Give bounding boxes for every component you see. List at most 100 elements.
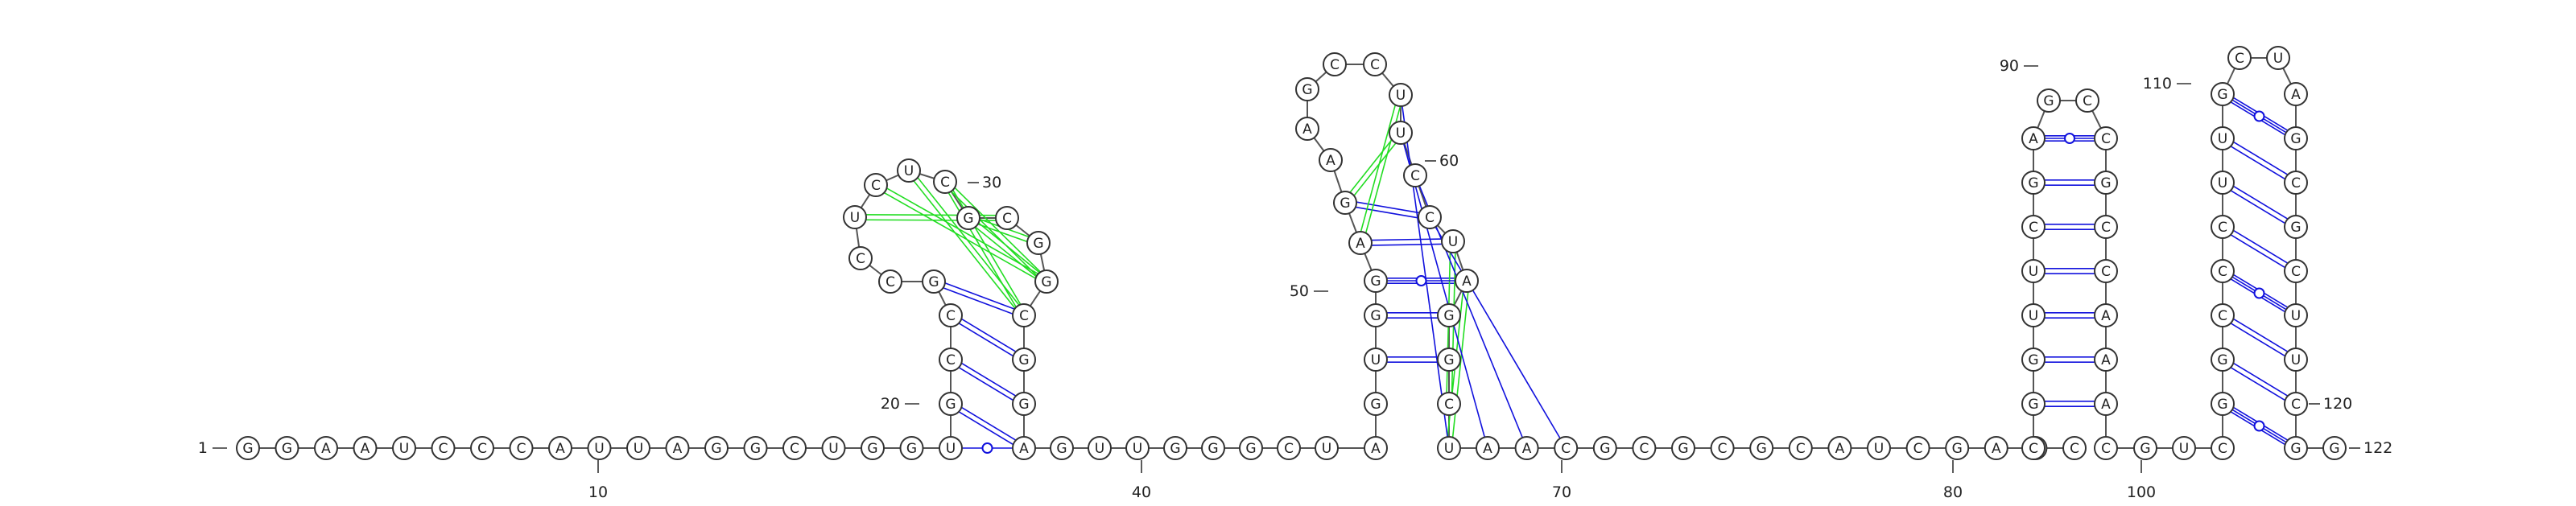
nucleotide: C (2284, 171, 2308, 195)
nucleotide: G (2094, 171, 2118, 195)
nucleotide: G (1012, 392, 1036, 416)
wobble-pair-marker (2064, 133, 2075, 144)
nucleotide: C (848, 246, 873, 270)
nucleotide: U (626, 436, 650, 460)
nucleotide: G (1671, 436, 1695, 460)
nucleotide: U (843, 205, 867, 229)
nucleotide-letter: C (2291, 397, 2301, 413)
nucleotide-circle (2021, 259, 2046, 283)
position-number: 70 (1552, 483, 1571, 501)
nucleotide-letter: G (2100, 175, 2111, 191)
nucleotide-circle (704, 436, 729, 460)
nucleotide-letter: U (1444, 441, 1454, 457)
nucleotide-letter: C (790, 441, 799, 457)
nucleotide: C (1323, 52, 1347, 76)
nucleotide-letter: G (2028, 175, 2038, 191)
nucleotide-letter: U (2273, 51, 2283, 67)
position-number: 60 (1439, 152, 1459, 170)
nucleotide-letter: G (906, 441, 917, 457)
nucleotide-circle (897, 158, 921, 183)
nucleotide-circle (1364, 436, 1388, 460)
nucleotide-circle (1125, 436, 1150, 460)
nucleotide: A (1319, 148, 1343, 172)
nucleotide: G (236, 436, 260, 460)
nucleotide-letter: G (1952, 441, 1963, 457)
nucleotide-circle (665, 436, 690, 460)
nucleotide: G (1437, 303, 1461, 327)
nucleotide-circle (2266, 46, 2290, 70)
base-pair-bond (952, 312, 1026, 358)
nucleotide-letter: U (634, 441, 643, 457)
nucleotide-letter: C (1284, 441, 1294, 457)
nucleotide-letter: A (1992, 441, 2001, 457)
nucleotide: U (1315, 436, 1339, 460)
nucleotide-circle (2284, 126, 2308, 150)
nucleotide: G (743, 436, 768, 460)
nucleotide-circle (1319, 148, 1343, 172)
nucleotide: G (1295, 77, 1319, 101)
nucleotide-circle (864, 173, 888, 197)
nucleotide: U (1364, 348, 1388, 372)
nucleotide-circle (1592, 436, 1617, 460)
nucleotide-letter: C (946, 352, 956, 368)
nucleotide-circle (2133, 436, 2157, 460)
nucleotide: C (1363, 52, 1387, 76)
nucleotide-letter: G (1041, 274, 1051, 290)
nucleotide-circle (1905, 436, 1930, 460)
nucleotide-letter: C (1796, 441, 1806, 457)
nucleotide-letter: C (1444, 397, 1454, 413)
base-pair-bond (948, 361, 1023, 407)
nucleotide: C (782, 436, 807, 460)
nucleotide-letter: U (2218, 131, 2227, 147)
nucleotide-circle (1364, 269, 1388, 293)
nucleotide-circle (314, 436, 338, 460)
nucleotide: C (1905, 436, 1930, 460)
nucleotide: U (897, 158, 921, 183)
position-label: 110 (2143, 75, 2191, 93)
nucleotide-circle (1333, 191, 1357, 215)
position-label: 50 (1290, 282, 1328, 300)
pseudoknot-bond (1429, 216, 1567, 449)
nucleotide-circle (1163, 436, 1187, 460)
nucleotide: C (939, 303, 963, 327)
nucleotide: A (665, 436, 690, 460)
wobble-pair-marker (2253, 110, 2265, 122)
base-pair-bond (948, 405, 1023, 451)
nucleotide-circle (861, 436, 885, 460)
nucleotide: U (1867, 436, 1891, 460)
base-pair-bond (2223, 179, 2298, 225)
nucleotide-circle (2211, 259, 2235, 283)
nucleotide-letter: C (2218, 308, 2227, 324)
nucleotide: C (2062, 436, 2087, 460)
base-pair-bond (2223, 356, 2298, 402)
nucleotide-letter: C (477, 441, 487, 457)
nucleotide-letter: U (594, 441, 604, 457)
position-label: 1 (198, 439, 227, 457)
nucleotide-circle (1827, 436, 1852, 460)
nucleotide-circle (782, 436, 807, 460)
nucleotide-circle (1315, 436, 1339, 460)
nucleotide: C (470, 436, 494, 460)
nucleotide-circle (2094, 436, 2118, 460)
nucleotide-circle (1088, 436, 1112, 460)
nucleotide-circle (2094, 215, 2118, 239)
nucleotide-letter: G (2043, 93, 2054, 109)
nucleotide-letter: A (1019, 441, 1029, 457)
base-pair-bond (906, 171, 1023, 318)
nucleotide-letter: U (2218, 175, 2227, 191)
nucleotide-letter: G (1018, 397, 1029, 413)
nucleotide: A (1827, 436, 1852, 460)
nucleotide-letter: G (928, 274, 939, 290)
nucleotide-letter: G (2290, 131, 2301, 147)
nucleotide-letter: A (1522, 441, 1532, 457)
nucleotide: G (1592, 436, 1617, 460)
base-pair-bond (952, 401, 1026, 446)
nucleotide-circle (1710, 436, 1735, 460)
nucleotide: G (1201, 436, 1225, 460)
nucleotide-letter: G (750, 441, 761, 457)
nucleotide-circle (878, 269, 902, 294)
nucleotide-letter: C (2218, 264, 2227, 280)
nucleotide: C (431, 436, 456, 460)
nucleotide-letter: C (2101, 264, 2111, 280)
base-pair-bond (969, 215, 1049, 281)
